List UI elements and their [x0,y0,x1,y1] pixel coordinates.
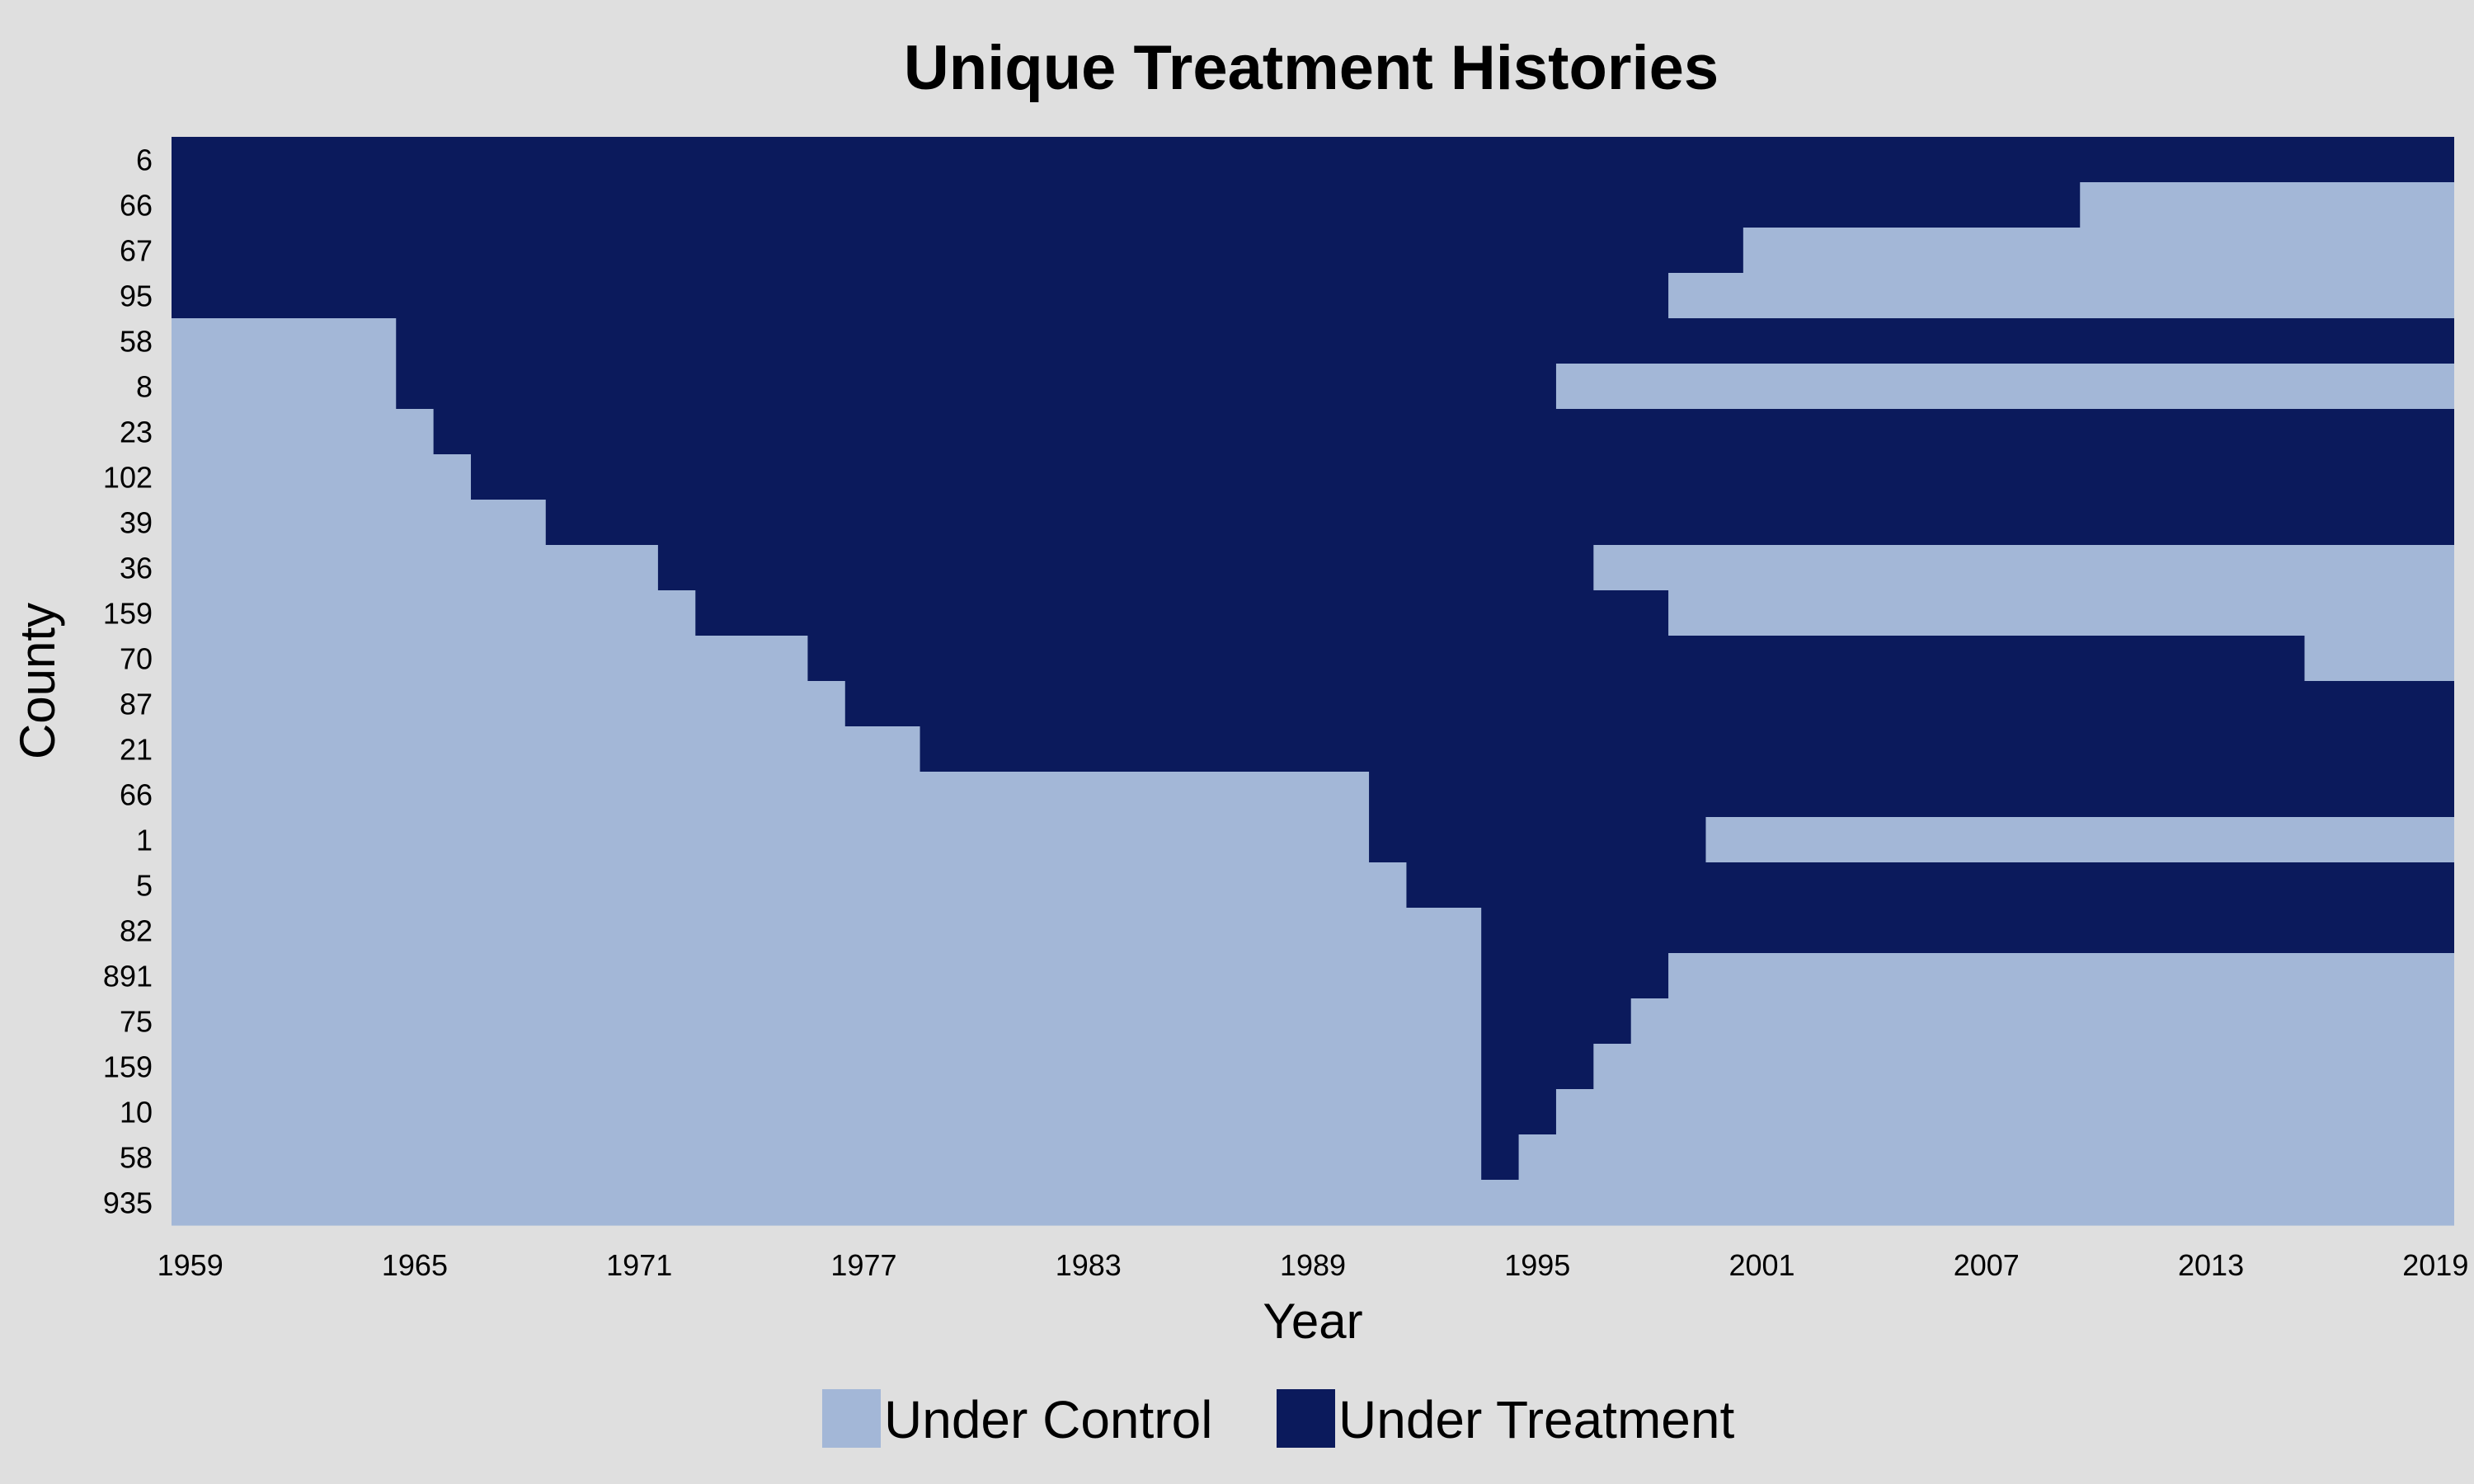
control-band [172,953,2454,999]
x-tick-label: 2007 [1954,1248,2020,1282]
x-tick-label: 2019 [2402,1248,2468,1282]
treatment-segment [1369,817,1705,863]
y-tick-label: 935 [103,1186,153,1220]
treatment-segment [1481,1134,1518,1181]
y-tick-label: 36 [120,552,153,585]
y-tick-label: 66 [120,778,153,812]
treatment-segment [434,409,2454,455]
control-band [172,1089,2454,1135]
x-tick-label: 1977 [830,1248,896,1282]
y-tick-label: 39 [120,506,153,540]
y-tick-label: 82 [120,914,153,948]
y-tick-label: 95 [120,279,153,313]
control-band [172,998,2454,1045]
treatment-segment [172,137,2454,183]
treatment-segment [1369,772,2454,818]
treatment-segment [1481,998,1631,1045]
y-axis-ticks: 6666795588231023936159708721661582891751… [103,143,153,1220]
treatment-segment [1481,1089,1556,1135]
x-tick-label: 1995 [1504,1248,1570,1282]
x-axis-title: Year [1263,1294,1362,1349]
legend-label-control: Under Control [884,1390,1212,1449]
y-tick-label: 58 [120,1141,153,1175]
y-tick-label: 10 [120,1096,153,1129]
control-band [172,817,2454,863]
control-band [172,1134,2454,1181]
y-tick-label: 159 [103,1050,153,1084]
treatment-segment [172,182,2080,228]
x-tick-label: 1983 [1056,1248,1122,1282]
treatment-segment [396,318,2454,364]
legend-swatch-treatment [1277,1389,1335,1448]
y-tick-label: 6 [136,143,153,177]
y-tick-label: 23 [120,416,153,449]
y-tick-label: 58 [120,325,153,359]
y-tick-label: 70 [120,642,153,676]
treatment-segment [396,364,1556,410]
y-axis-title: County [10,603,65,759]
x-tick-label: 1989 [1280,1248,1346,1282]
legend-label-treatment: Under Treatment [1338,1390,1734,1449]
chart-title: Unique Treatment Histories [904,33,1719,103]
x-tick-label: 2001 [1729,1248,1794,1282]
x-tick-label: 1971 [606,1248,672,1282]
treatment-segment [695,590,1668,636]
treatment-segment [546,500,2454,546]
plot-area [172,137,2454,1226]
treatment-segment [172,228,1743,274]
y-tick-label: 66 [120,189,153,223]
y-tick-label: 67 [120,234,153,268]
treatment-segment [1481,908,2454,954]
y-tick-label: 21 [120,733,153,767]
treatment-segment [920,726,2454,773]
x-tick-label: 1965 [382,1248,448,1282]
y-tick-label: 8 [136,370,153,404]
treatment-segment [1481,953,1668,999]
y-tick-label: 891 [103,960,153,993]
y-tick-label: 75 [120,1005,153,1039]
y-tick-label: 102 [103,461,153,495]
treatment-segment [172,273,1668,319]
treatment-segment [1406,862,2454,909]
x-tick-label: 2013 [2178,1248,2244,1282]
treatment-segment [1481,1044,1593,1090]
treatment-segment [471,454,2454,500]
control-band [172,1180,2454,1226]
x-axis-ticks: 1959 1965 1971 1977 1983 1989 1995 2001 2007 2013… [158,1248,2469,1282]
y-tick-label: 87 [120,688,153,721]
y-tick-label: 1 [136,824,153,857]
x-tick-label: 1959 [158,1248,223,1282]
legend: Under Control Under Treatment [822,1389,1734,1449]
y-tick-label: 159 [103,597,153,631]
y-tick-label: 5 [136,869,153,903]
treatment-segment [845,681,2454,727]
legend-swatch-control [822,1389,881,1448]
control-band [172,1044,2454,1090]
treatment-segment [807,636,2304,682]
treatment-segment [658,545,1593,591]
